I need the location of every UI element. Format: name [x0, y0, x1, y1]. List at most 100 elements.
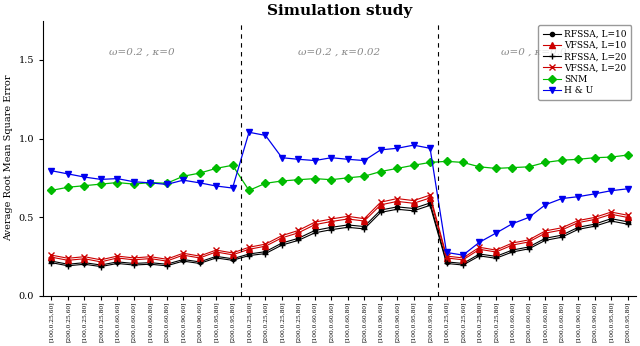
RFSSA, L=10	[410, 206, 417, 210]
VFSSA, L=20	[228, 251, 236, 255]
SNM	[228, 163, 236, 167]
H & U	[624, 187, 632, 191]
H & U	[328, 156, 335, 160]
H & U	[558, 197, 566, 201]
RFSSA, L=20	[377, 210, 385, 215]
VFSSA, L=10	[228, 253, 236, 257]
H & U	[113, 176, 121, 181]
VFSSA, L=10	[574, 220, 582, 225]
H & U	[377, 148, 385, 152]
VFSSA, L=10	[426, 196, 434, 200]
VFSSA, L=10	[97, 260, 105, 264]
RFSSA, L=10	[278, 241, 286, 245]
RFSSA, L=20	[130, 263, 138, 267]
SNM	[294, 177, 302, 182]
RFSSA, L=20	[97, 264, 105, 268]
SNM	[163, 181, 170, 185]
RFSSA, L=10	[509, 248, 516, 252]
SNM	[509, 165, 516, 170]
VFSSA, L=20	[311, 220, 319, 224]
SNM	[476, 165, 483, 169]
RFSSA, L=10	[360, 225, 368, 229]
H & U	[311, 158, 319, 163]
VFSSA, L=20	[147, 255, 154, 259]
VFSSA, L=20	[443, 254, 451, 258]
VFSSA, L=10	[525, 240, 532, 244]
H & U	[97, 177, 105, 181]
H & U	[426, 146, 434, 151]
H & U	[360, 158, 368, 163]
RFSSA, L=20	[294, 238, 302, 243]
RFSSA, L=20	[328, 228, 335, 232]
RFSSA, L=10	[394, 205, 401, 209]
SNM	[64, 185, 72, 189]
H & U	[492, 231, 500, 235]
VFSSA, L=10	[163, 259, 170, 263]
RFSSA, L=20	[525, 247, 532, 251]
RFSSA, L=10	[262, 249, 269, 254]
VFSSA, L=10	[196, 256, 204, 260]
VFSSA, L=20	[476, 245, 483, 249]
VFSSA, L=20	[245, 245, 253, 249]
RFSSA, L=10	[443, 260, 451, 264]
H & U	[47, 169, 55, 173]
VFSSA, L=10	[624, 215, 632, 219]
RFSSA, L=10	[624, 220, 632, 224]
VFSSA, L=10	[443, 256, 451, 260]
RFSSA, L=20	[443, 261, 451, 265]
SNM	[81, 184, 88, 188]
VFSSA, L=10	[262, 244, 269, 248]
SNM	[311, 176, 319, 181]
VFSSA, L=20	[47, 253, 55, 257]
RFSSA, L=20	[574, 227, 582, 231]
RFSSA, L=10	[574, 225, 582, 229]
VFSSA, L=10	[64, 258, 72, 262]
VFSSA, L=10	[360, 219, 368, 223]
RFSSA, L=10	[426, 201, 434, 205]
RFSSA, L=10	[476, 252, 483, 256]
SNM	[97, 182, 105, 186]
VFSSA, L=20	[558, 226, 566, 230]
Line: H & U: H & U	[49, 129, 630, 258]
SNM	[377, 170, 385, 174]
RFSSA, L=10	[328, 225, 335, 229]
H & U	[278, 156, 286, 160]
H & U	[410, 143, 417, 147]
RFSSA, L=20	[591, 224, 598, 228]
SNM	[130, 182, 138, 186]
VFSSA, L=10	[130, 258, 138, 262]
VFSSA, L=20	[426, 193, 434, 197]
SNM	[113, 181, 121, 185]
VFSSA, L=20	[294, 228, 302, 233]
VFSSA, L=20	[377, 200, 385, 204]
H & U	[574, 194, 582, 199]
VFSSA, L=20	[97, 258, 105, 262]
H & U	[525, 215, 532, 219]
H & U	[476, 240, 483, 244]
RFSSA, L=20	[179, 259, 187, 263]
SNM	[196, 171, 204, 175]
VFSSA, L=20	[459, 256, 467, 260]
Title: Simulation study: Simulation study	[267, 4, 412, 18]
H & U	[147, 181, 154, 185]
SNM	[147, 181, 154, 185]
Legend: RFSSA, L=10, VFSSA, L=10, RFSSA, L=20, VFSSA, L=20, SNM, H & U: RFSSA, L=10, VFSSA, L=10, RFSSA, L=20, V…	[538, 25, 631, 100]
Line: SNM: SNM	[49, 152, 630, 193]
VFSSA, L=20	[574, 218, 582, 222]
VFSSA, L=10	[591, 217, 598, 221]
SNM	[245, 188, 253, 192]
RFSSA, L=20	[394, 207, 401, 211]
VFSSA, L=20	[262, 242, 269, 246]
VFSSA, L=20	[113, 254, 121, 258]
RFSSA, L=20	[311, 231, 319, 235]
H & U	[130, 180, 138, 184]
VFSSA, L=20	[64, 256, 72, 260]
SNM	[410, 163, 417, 167]
RFSSA, L=10	[245, 252, 253, 256]
SNM	[426, 160, 434, 164]
SNM	[492, 166, 500, 171]
RFSSA, L=10	[607, 217, 615, 221]
RFSSA, L=10	[377, 208, 385, 212]
RFSSA, L=20	[163, 264, 170, 268]
SNM	[212, 166, 220, 171]
